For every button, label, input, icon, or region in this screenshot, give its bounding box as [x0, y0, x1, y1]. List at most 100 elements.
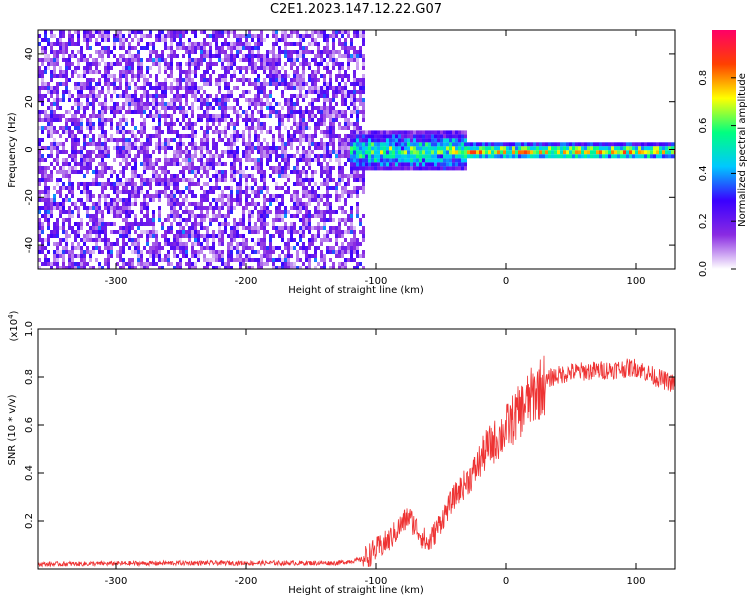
heatmap-cell [581, 154, 584, 159]
heatmap-cell [263, 222, 266, 226]
heatmap-cell [464, 146, 467, 151]
heatmap-cell [242, 238, 245, 242]
heatmap-cell [230, 258, 233, 262]
heatmap-cell [236, 66, 239, 70]
heatmap-cell [38, 206, 41, 210]
heatmap-cell [320, 162, 323, 166]
heatmap-cell [158, 150, 161, 154]
heatmap-cell [146, 266, 149, 269]
heatmap-cell [398, 134, 401, 139]
heatmap-cell [182, 54, 185, 58]
heatmap-cell [137, 130, 140, 134]
heatmap-cell [122, 106, 125, 110]
heatmap-cell [164, 118, 167, 122]
heatmap-cell [293, 262, 296, 266]
heatmap-cell [41, 198, 44, 202]
heatmap-cell [92, 266, 95, 269]
heatmap-cell [287, 138, 290, 142]
heatmap-cell [374, 150, 377, 155]
heatmap-cell [386, 146, 389, 151]
heatmap-cell [350, 162, 353, 167]
heatmap-cell [335, 186, 338, 190]
heatmap-cell [236, 46, 239, 50]
heatmap-cell [347, 174, 350, 178]
heatmap-cell [497, 154, 500, 159]
heatmap-cell [194, 122, 197, 126]
heatmap-cell [128, 202, 131, 206]
heatmap-cell [95, 66, 98, 70]
heatmap-cell [137, 174, 140, 178]
heatmap-cell [149, 82, 152, 86]
heatmap-cell [248, 186, 251, 190]
heatmap-cell [170, 194, 173, 198]
heatmap-cell [506, 154, 509, 159]
heatmap-cell [176, 54, 179, 58]
heatmap-cell [101, 106, 104, 110]
heatmap-cell [119, 250, 122, 254]
heatmap-cell [152, 174, 155, 178]
heatmap-cell [239, 158, 242, 162]
heatmap-cell [323, 202, 326, 206]
heatmap-cell [119, 170, 122, 174]
heatmap-cell [137, 194, 140, 198]
heatmap-cell [284, 254, 287, 258]
heatmap-cell [254, 222, 257, 226]
heatmap-cell [299, 114, 302, 118]
heatmap-cell [227, 150, 230, 154]
heatmap-cell [632, 154, 635, 159]
heatmap-cell [347, 138, 350, 142]
heatmap-cell [263, 218, 266, 222]
heatmap-cell [326, 110, 329, 114]
heatmap-cell [500, 146, 503, 151]
heatmap-cell [182, 250, 185, 254]
heatmap-cell [203, 194, 206, 198]
heatmap-cell [395, 142, 398, 147]
heatmap-cell [188, 210, 191, 214]
heatmap-cell [179, 194, 182, 198]
heatmap-cell [197, 66, 200, 70]
heatmap-cell [104, 78, 107, 82]
heatmap-cell [188, 38, 191, 42]
heatmap-cell [161, 266, 164, 269]
heatmap-cell [419, 166, 422, 171]
heatmap-cell [83, 262, 86, 266]
heatmap-cell [275, 34, 278, 38]
heatmap-cell [191, 94, 194, 98]
heatmap-cell [125, 262, 128, 266]
heatmap-cell [164, 114, 167, 118]
heatmap-cell [89, 206, 92, 210]
heatmap-cell [377, 162, 380, 167]
heatmap-cell [395, 134, 398, 139]
heatmap-cell [392, 158, 395, 163]
heatmap-cell [338, 266, 341, 269]
heatmap-cell [188, 70, 191, 74]
heatmap-cell [350, 122, 353, 126]
heatmap-cell [56, 82, 59, 86]
heatmap-cell [191, 30, 194, 34]
heatmap-cell [296, 206, 299, 210]
heatmap-cell [95, 166, 98, 170]
heatmap-cell [200, 246, 203, 250]
heatmap-cell [347, 246, 350, 250]
heatmap-cell [332, 114, 335, 118]
heatmap-cell [113, 34, 116, 38]
heatmap-cell [233, 170, 236, 174]
heatmap-cell [605, 142, 608, 147]
heatmap-cell [482, 142, 485, 147]
heatmap-cell [311, 106, 314, 110]
heatmap-cell [80, 86, 83, 90]
heatmap-cell [422, 130, 425, 135]
heatmap-cell [461, 138, 464, 143]
heatmap-cell [392, 146, 395, 151]
heatmap-cell [104, 74, 107, 78]
heatmap-cell [329, 202, 332, 206]
heatmap-cell [293, 190, 296, 194]
heatmap-cell [179, 170, 182, 174]
heatmap-cell [206, 182, 209, 186]
heatmap-cell [218, 226, 221, 230]
heatmap-cell [215, 254, 218, 258]
heatmap-cell [191, 134, 194, 138]
heatmap-cell [50, 94, 53, 98]
heatmap-cell [215, 46, 218, 50]
